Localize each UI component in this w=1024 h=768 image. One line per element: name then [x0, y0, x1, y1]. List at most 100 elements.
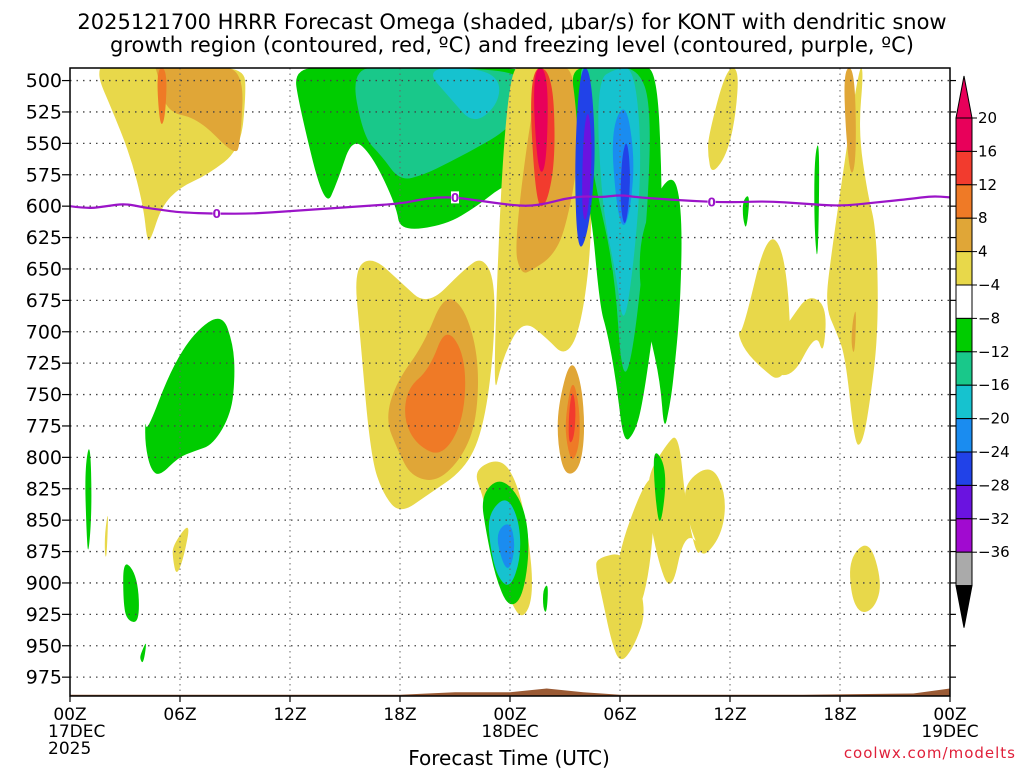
x-tick-label-8: 00Z	[933, 705, 966, 725]
omega-region-46	[814, 145, 820, 255]
colorbar-bin-2	[955, 184, 973, 219]
omega-region-13	[534, 68, 548, 172]
x-axis-title: Forecast Time (UTC)	[408, 746, 610, 768]
x-tick-sublabel-4-0: 18DEC	[481, 722, 538, 742]
y-tick-label-975: 975	[26, 667, 62, 689]
omega-region-24	[639, 179, 682, 424]
y-tick-label-550: 550	[26, 133, 62, 155]
freezing-level-label-1: 0	[451, 191, 459, 205]
y-tick-label-675: 675	[26, 290, 62, 312]
y-tick-label-625: 625	[26, 227, 62, 249]
colorbar-label-8: −16	[978, 376, 1010, 394]
colorbar-bin-4	[955, 251, 973, 286]
x-tick-sublabel-0-1: 2025	[48, 739, 91, 759]
omega-region-43	[827, 68, 878, 445]
colorbar-bin-12	[955, 518, 973, 553]
omega-region-6	[432, 68, 500, 120]
y-tick-label-700: 700	[26, 321, 62, 343]
colorbar-bin-1	[955, 150, 973, 186]
omega-region-25	[85, 449, 92, 550]
colorbar-label-11: −28	[978, 476, 1010, 494]
colorbar-bin-11	[955, 484, 973, 520]
y-tick-label-725: 725	[26, 353, 62, 375]
omega-region-45	[851, 311, 856, 352]
omega-region-41	[768, 298, 826, 376]
y-tick-label-900: 900	[26, 572, 62, 594]
y-axis: 500 525 550 575 600 625 650 675 700 725 750 775 800 8…	[26, 70, 956, 689]
freezing-level-line	[70, 194, 950, 215]
y-tick-label-825: 825	[26, 478, 62, 500]
y-tick-label-875: 875	[26, 541, 62, 563]
omega-region-42	[708, 68, 738, 171]
x-tick-sublabel-0-0: 17DEC	[48, 722, 105, 742]
omega-region-48	[850, 545, 880, 613]
x-tick-sublabel-8-0: 19DEC	[921, 722, 978, 742]
colorbar-bin-13	[955, 551, 973, 587]
omega-region-2	[157, 68, 167, 125]
omega-region-23	[620, 143, 630, 223]
colorbar-bin-7	[955, 351, 973, 386]
omega-region-29	[172, 527, 189, 572]
y-tick-label-575: 575	[26, 164, 62, 186]
y-tick-label-500: 500	[26, 70, 62, 92]
omega-region-36	[616, 479, 655, 627]
colorbar-arrow-bottom	[955, 585, 973, 628]
freezing-level-contour: 0 0 0	[70, 191, 950, 221]
colorbar-label-0: 20	[978, 109, 997, 127]
omega-region-47	[742, 196, 749, 227]
freezing-label-bg-1	[451, 191, 459, 204]
freezing-level-label-2: 0	[707, 195, 715, 209]
colorbar-label-4: 4	[978, 243, 988, 261]
omega-region-34	[543, 585, 548, 612]
y-tick-label-775: 775	[26, 415, 62, 437]
omega-region-39	[685, 469, 725, 554]
colorbar-label-1: 16	[978, 142, 997, 160]
freezing-level-label-0: 0	[212, 207, 220, 221]
omega-region-28	[140, 643, 146, 663]
colorbar-bin-0	[955, 117, 973, 152]
y-tick-label-925: 925	[26, 604, 62, 626]
colorbar-bin-9	[955, 418, 973, 453]
colorbar-bin-10	[955, 451, 973, 486]
x-tick-label-6: 12Z	[713, 705, 746, 725]
colorbar-label-7: −12	[978, 343, 1010, 361]
source-credit: coolwx.com/modelts	[844, 744, 1016, 762]
colorbar: 20 16 12 8 4 −4 −8 −12 −16 −20 −24 −28 −32 −36	[955, 75, 1010, 628]
chart-title-line2: growth region (contoured, red, ºC) and f…	[110, 33, 914, 57]
colorbar-label-2: 12	[978, 176, 997, 194]
colorbar-bin-8	[955, 384, 973, 420]
colorbar-label-3: 8	[978, 209, 988, 227]
x-tick-label-7: 18Z	[823, 705, 856, 725]
colorbar-bin-5	[955, 284, 973, 319]
y-tick-label-750: 750	[26, 384, 62, 406]
omega-region-33	[497, 524, 515, 568]
omega-region-38	[653, 453, 666, 521]
x-tick-label-3: 18Z	[383, 705, 416, 725]
terrain-fill	[70, 688, 950, 696]
colorbar-label-6: −8	[978, 309, 1000, 327]
y-tick-label-850: 850	[26, 510, 62, 532]
colorbar-bin-3	[955, 217, 973, 253]
omega-region-1	[155, 68, 243, 152]
omega-region-26	[104, 515, 108, 557]
y-tick-label-525: 525	[26, 101, 62, 123]
x-tick-label-1: 06Z	[163, 705, 196, 725]
colorbar-bin-6	[955, 317, 973, 353]
y-tick-label-650: 650	[26, 258, 62, 280]
omega-region-44	[844, 68, 856, 173]
omega-region-22	[582, 114, 592, 220]
y-tick-label-800: 800	[26, 447, 62, 469]
colorbar-label-10: −24	[978, 443, 1010, 461]
colorbar-label-9: −20	[978, 410, 1010, 428]
omega-shading	[85, 68, 880, 663]
x-tick-label-0: 00Z	[53, 705, 86, 725]
colorbar-arrow-top	[955, 75, 973, 119]
x-tick-label-5: 06Z	[603, 705, 636, 725]
surface-terrain	[70, 688, 950, 696]
y-tick-label-950: 950	[26, 635, 62, 657]
omega-region-16	[568, 393, 576, 443]
omega-region-9	[405, 334, 466, 453]
chart-title-line1: 2025121700 HRRR Forecast Omega (shaded, …	[77, 10, 946, 34]
